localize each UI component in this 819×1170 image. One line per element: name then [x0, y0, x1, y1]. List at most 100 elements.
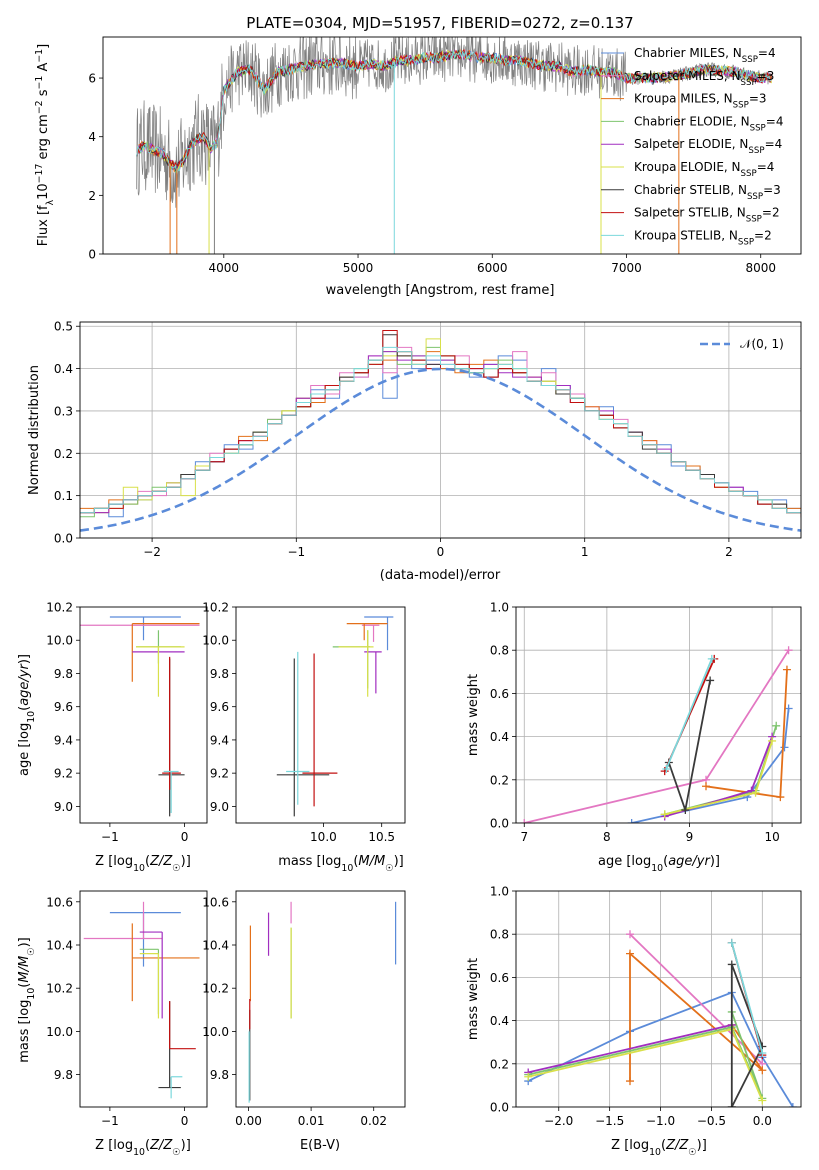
y-tick-label: 0.0 [490, 1101, 509, 1115]
data-marker [706, 676, 715, 685]
axes-weight_vs_Z: −2.0 −1.5 −1.0 −0.5 0.0 0.0 0.2 0.4 0.6 0.8 1.0 mas… [466, 885, 802, 1158]
y-tick-label: 9.2 [54, 767, 73, 781]
legend-label-salpeter_elodie: Salpeter ELODIE, NSSP=4 [634, 137, 782, 156]
axes-frame [515, 890, 802, 1108]
data-marker [681, 806, 690, 815]
x-tick-label: 10.5 [368, 830, 395, 844]
legend-label-kroupa_miles: Kroupa MILES, NSSP=3 [634, 92, 767, 111]
x-tick-label: 6000 [477, 261, 508, 275]
y-tick-label: 9.6 [54, 700, 73, 714]
x-tick-label: −1 [101, 830, 119, 844]
x-tick-label: 0 [181, 830, 189, 844]
x-tick-label: −1 [101, 1114, 119, 1128]
x-tick-label: 9 [686, 830, 694, 844]
x-tick-label: 0.01 [298, 1114, 325, 1128]
axes-age_vs_Z: −1 0 9.0 9.2 9.4 9.6 9.8 10.0 10.2 Z [log10(Z/Z☉)… [17, 601, 208, 874]
y-tick-label: 10.0 [46, 634, 73, 648]
x-tick-label: −1.0 [646, 1114, 675, 1128]
axes-spectrum: 4000 5000 6000 7000 8000 0 2 4 6 wavelength [Angs… [34, 36, 802, 298]
x-axis-label: age [log10(age/yr)] [598, 854, 720, 874]
y-tick-label: 10.2 [202, 601, 229, 615]
x-tick-label: 10.0 [310, 830, 337, 844]
axes-mass_vs_Z: −1 0 9.8 10.0 10.2 10.4 10.6 Z [log10(Z/Z☉)] mas… [17, 890, 208, 1158]
model-spectrum-kroupa_stelib [136, 50, 772, 175]
data-marker [772, 721, 781, 730]
data-marker [727, 960, 736, 969]
axes-frame [235, 606, 406, 824]
axes-age_vs_mass: 10.0 10.5 9.0 9.2 9.4 9.6 9.8 10.0 10.2 mass [log… [202, 601, 406, 874]
data-marker [660, 810, 669, 819]
plot-area-spectrum [136, 37, 772, 254]
data-marker [776, 793, 785, 802]
x-axis-label: Z [log10(Z/Z☉)] [611, 1138, 707, 1158]
y-tick-label: 0.6 [490, 687, 509, 701]
weight-line-salpeter_miles [629, 933, 763, 1065]
x-axis-label: (data-model)/error [380, 568, 501, 583]
x-tick-label: 7 [520, 830, 528, 844]
weight-line-kroupa_stelib [665, 658, 713, 770]
normal-reference-curve [80, 367, 801, 532]
x-tick-label: 5000 [343, 261, 374, 275]
y-tick-label: 9.8 [54, 667, 73, 681]
y-tick-label: 1.0 [490, 601, 509, 615]
x-tick-label: 1 [581, 545, 589, 559]
x-tick-label: −2 [143, 545, 161, 559]
y-tick-label: 10.6 [202, 895, 229, 909]
axes-mass_vs_ebv: 0.00 0.01 0.02 9.8 10.0 10.2 10.4 10.6 E(B-V) [202, 890, 406, 1153]
y-tick-label: 9.4 [54, 733, 73, 747]
histogram-kroupa_stelib [80, 346, 801, 518]
model-spectrum-salpeter_stelib [136, 48, 772, 169]
data-marker [768, 736, 777, 745]
axes-frame [79, 890, 208, 1108]
x-tick-label: 7000 [611, 261, 642, 275]
data-marker [780, 743, 789, 752]
plot-area-weight_vs_Z [516, 891, 801, 1107]
y-tick-label: 0.8 [490, 928, 509, 942]
legend: 𝒩(0, 1) [700, 337, 784, 351]
legend-label-kroupa_elodie: Kroupa ELODIE, NSSP=4 [634, 160, 774, 179]
data-marker [627, 819, 636, 823]
y-tick-label: 10.4 [46, 939, 73, 953]
x-axis-label: E(B-V) [300, 1138, 340, 1153]
weight-line-chabrier_stelib [730, 964, 764, 1107]
legend: Chabrier MILES, NSSP=4 Salpeter MILES, NS… [601, 46, 783, 247]
y-tick-label: 1.0 [490, 885, 509, 899]
legend-label-kroupa_stelib: Kroupa STELIB, NSSP=2 [634, 228, 772, 247]
data-marker [520, 819, 529, 823]
data-marker [784, 646, 793, 655]
y-axis-label: mass [log10(M/M☉)] [17, 937, 37, 1063]
legend-label-salpeter_stelib: Salpeter STELIB, NSSP=2 [634, 206, 780, 225]
y-tick-label: 9.8 [54, 1068, 73, 1082]
x-axis-label: Z [log10(Z/Z☉)] [95, 854, 191, 874]
axes-frame [515, 606, 802, 824]
data-marker [758, 1049, 767, 1057]
data-marker [662, 765, 671, 773]
legend-label-chabrier_elodie: Chabrier ELODIE, NSSP=4 [634, 114, 783, 133]
y-tick-label: 0.1 [54, 489, 73, 503]
axes-weight_vs_age: 7 8 9 10 0.0 0.2 0.4 0.6 0.8 1.0 mass weight age [l… [466, 601, 802, 874]
y-tick-label: 0.0 [54, 532, 73, 546]
y-tick-label: 9.4 [210, 733, 229, 747]
x-tick-label: 0.02 [360, 1114, 387, 1128]
y-tick-label: 4 [88, 130, 96, 144]
axes-residual_hist: −2 −1 0 1 2 0.0 0.1 0.2 0.3 0.4 0.5 𝒩(0, 1) (data-mo… [27, 320, 802, 583]
y-axis-label: Normed distribution [27, 365, 42, 495]
y-axis-label: age [log10(age/yr)] [17, 654, 37, 776]
y-axis-label: mass weight [466, 958, 481, 1040]
y-tick-label: 9.2 [210, 767, 229, 781]
weight-line-kroupa_stelib [730, 942, 764, 1054]
figure-title: PLATE=0304, MJD=51957, FIBERID=0272, z=0… [246, 14, 633, 32]
data-marker [727, 938, 736, 947]
data-marker [707, 654, 716, 663]
data-marker [751, 788, 760, 797]
x-tick-label: 10 [764, 830, 779, 844]
weight-line-kroupa_miles [629, 951, 764, 1082]
weight-line-salpeter_elodie [527, 1024, 733, 1074]
data-marker [702, 782, 710, 791]
y-tick-label: 10.2 [202, 982, 229, 996]
x-tick-label: 0 [437, 545, 445, 559]
x-axis-label: wavelength [Angstrom, rest frame] [326, 283, 555, 298]
x-axis-label: Z [log10(Z/Z☉)] [95, 1138, 191, 1158]
